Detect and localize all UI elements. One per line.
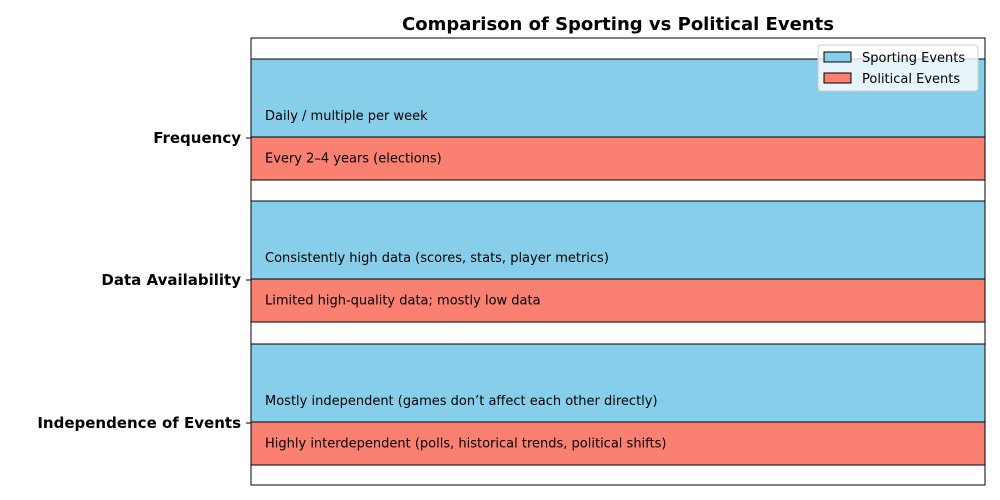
bar-political-0 [250, 136, 986, 181]
legend: Sporting Events Political Events [817, 44, 979, 92]
y-tick-label-2: Independence of Events [37, 414, 241, 432]
chart-title: Comparison of Sporting vs Political Even… [402, 14, 834, 35]
legend-label-political: Political Events [862, 72, 960, 87]
bar-label-political-1: Limited high-quality data; mostly low da… [265, 294, 541, 309]
bar-sporting-2 [250, 343, 986, 423]
legend-box [817, 44, 979, 92]
legend-label-sporting: Sporting Events [862, 51, 965, 66]
bar-label-political-0: Every 2–4 years (elections) [265, 152, 442, 167]
y-tick-label-0: Frequency [153, 129, 241, 147]
bar-sporting-1 [250, 200, 986, 280]
legend-swatch-political [823, 72, 852, 84]
legend-swatch-sporting [823, 51, 852, 63]
plot-frame [250, 37, 986, 486]
bar-political-1 [250, 278, 986, 323]
bars-group: Daily / multiple per week Every 2–4 years… [250, 58, 986, 466]
y-tick-label-1: Data Availability [101, 271, 241, 289]
bar-label-sporting-2: Mostly independent (games don’t affect e… [265, 394, 658, 409]
bar-political-2 [250, 421, 986, 466]
bar-label-sporting-0: Daily / multiple per week [265, 109, 428, 124]
bar-label-sporting-1: Consistently high data (scores, stats, p… [265, 251, 609, 266]
bar-label-political-2: Highly interdependent (polls, historical… [265, 437, 666, 452]
y-ticks: Frequency Data Availability Independence o… [37, 129, 251, 432]
